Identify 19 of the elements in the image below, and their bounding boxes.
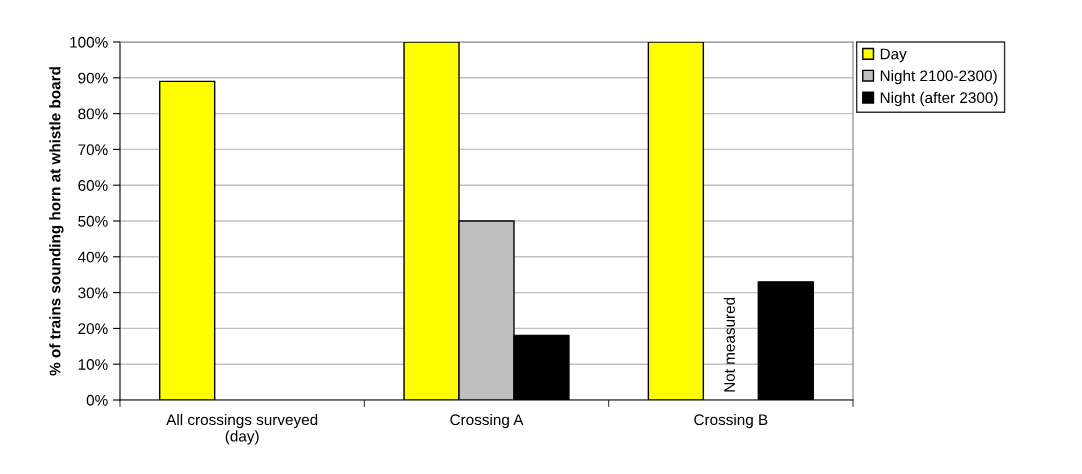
y-tick-label: 60%: [78, 180, 108, 191]
y-tick-label: 70%: [78, 144, 108, 156]
y-tick-label: 100%: [70, 36, 108, 48]
y-tick-label: 30%: [78, 287, 108, 299]
legend-label: Night (after 2300): [880, 91, 998, 107]
y-tick-label: 0%: [86, 394, 108, 406]
x-tick-label: Crossing A: [450, 413, 524, 429]
y-tick-label: 10%: [78, 359, 108, 370]
y-axis-title: % of trains sounding horn at whistle board: [49, 67, 64, 376]
legend-label: Night 2100-2300): [880, 69, 997, 85]
x-tick-label: Crossing B: [694, 413, 768, 429]
y-tick-label: 50%: [78, 215, 108, 227]
y-tick-label: 40%: [77, 251, 108, 263]
legend-label: Day: [880, 48, 907, 63]
y-tick-label: 90%: [78, 72, 108, 84]
annotation: Not measured: [723, 297, 735, 392]
x-tick-label: All crossings surveyed (day): [166, 413, 318, 445]
y-tick-label: 80%: [78, 108, 108, 120]
y-tick-label: 20%: [78, 323, 108, 335]
